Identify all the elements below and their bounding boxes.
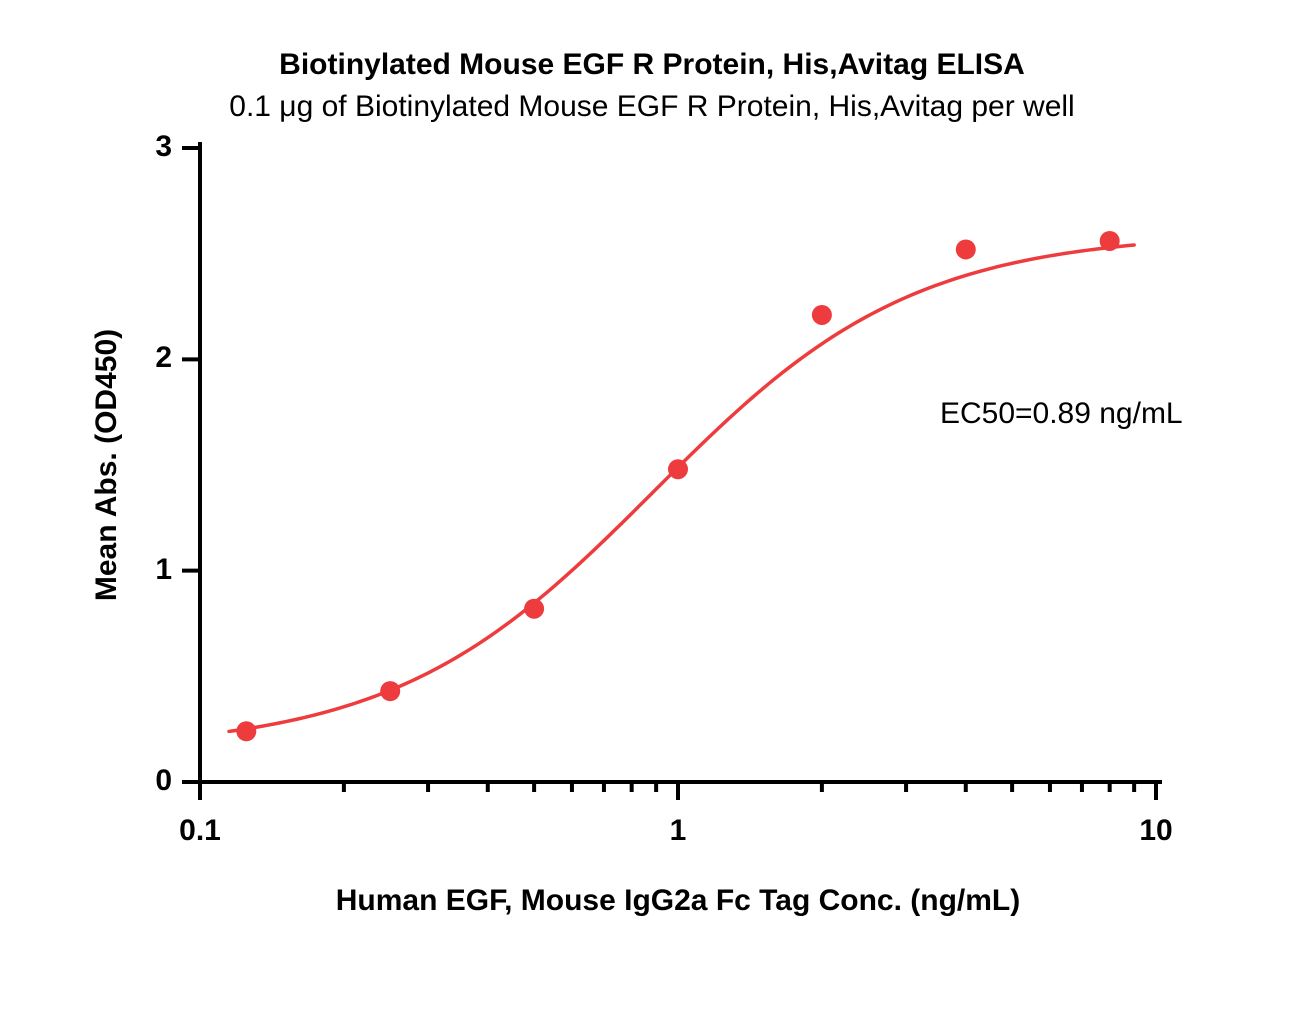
y-axis-label: Mean Abs. (OD450) xyxy=(90,148,124,782)
y-tick-label: 3 xyxy=(155,130,172,164)
y-tick-label: 0 xyxy=(155,764,172,798)
ec50-annotation: EC50=0.89 ng/mL xyxy=(940,397,1183,431)
x-tick-label: 1 xyxy=(638,814,718,848)
y-tick-label: 2 xyxy=(155,341,172,375)
chart-canvas: Biotinylated Mouse EGF R Protein, His,Av… xyxy=(0,0,1304,1032)
x-tick-label: 10 xyxy=(1116,814,1196,848)
y-tick-label: 1 xyxy=(155,553,172,587)
x-axis-label: Human EGF, Mouse IgG2a Fc Tag Conc. (ng/… xyxy=(200,884,1156,918)
x-tick-label: 0.1 xyxy=(160,814,240,848)
plot-area xyxy=(0,0,1304,1032)
